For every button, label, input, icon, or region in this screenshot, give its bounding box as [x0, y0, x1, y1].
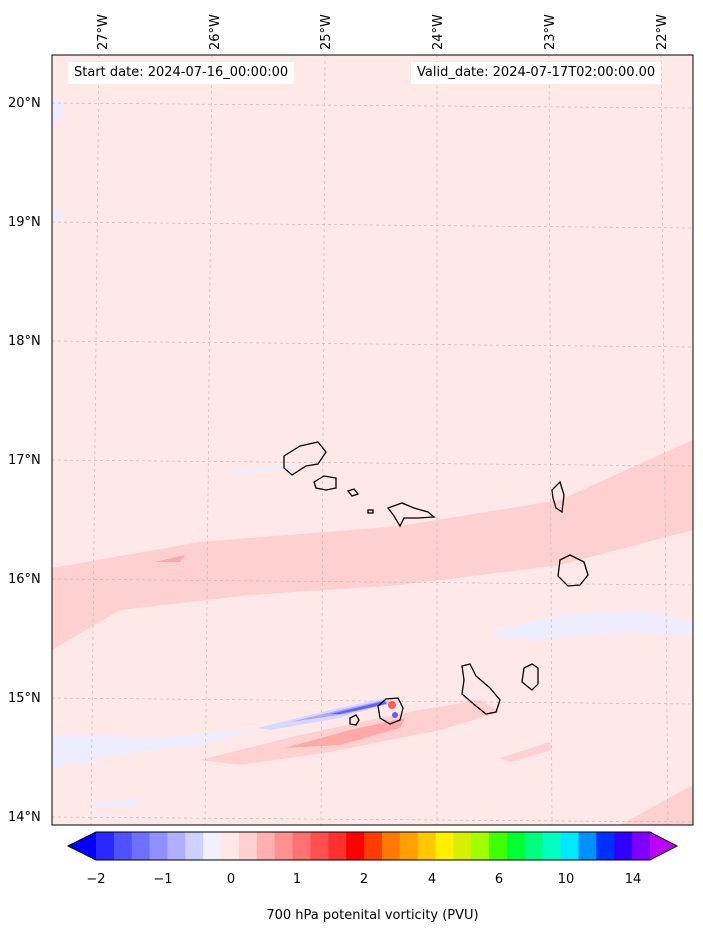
colorbar-segment	[131, 832, 151, 860]
start-date-label: Start date: 2024-07-16_00:00:00	[68, 62, 295, 84]
colorbar-segment	[596, 832, 615, 860]
colorbar-segment	[507, 832, 526, 860]
colorbar-title: 700 hPa potenital vorticity (PVU)	[266, 908, 479, 923]
pv-blue-west	[52, 728, 260, 768]
lat-label-17n: 17°N	[8, 453, 41, 468]
pv-wedge-se	[620, 785, 693, 825]
colorbar-segment	[221, 832, 240, 860]
island-boa-vista	[557, 554, 589, 587]
pv-blue-core	[392, 712, 398, 718]
colorbar-segment	[203, 832, 222, 860]
lon-label-26w: 26°W	[208, 14, 223, 50]
gridlines	[51, 54, 694, 826]
island-maio	[521, 663, 539, 691]
lat-label-14n: 14°N	[8, 810, 41, 825]
island-santo-antao	[283, 441, 327, 476]
pv-filament-core	[330, 701, 386, 714]
pv-streak	[155, 555, 185, 562]
colorbar-segment	[489, 832, 508, 860]
colorbar-segment	[632, 832, 651, 860]
colorbar-segment	[524, 832, 544, 860]
pv-blue-edge2	[52, 100, 62, 122]
colorbar-segment	[167, 832, 186, 860]
colorbar-tick: 2	[359, 872, 369, 887]
colorbar-segment	[453, 832, 472, 860]
island-santa-luzia	[346, 488, 360, 497]
colorbar-segment	[328, 832, 347, 860]
valid-date-label: Valid_date: 2024-07-17T02:00:00.00	[411, 62, 662, 84]
pv-blue-south	[90, 800, 140, 806]
colorbar-segment	[113, 832, 133, 860]
pv-band-upper	[52, 440, 693, 650]
colorbar-segment	[542, 832, 562, 860]
island-brava	[349, 714, 360, 726]
lat-label-16n: 16°N	[8, 572, 41, 587]
coastlines	[283, 441, 589, 726]
pv-blue-east	[490, 610, 693, 640]
colorbar-segment	[399, 832, 419, 860]
island-santiago	[461, 663, 501, 715]
lat-label-18n: 18°N	[8, 334, 41, 349]
colorbar-extend-min	[68, 832, 96, 860]
colorbar-tick: 1	[292, 872, 302, 887]
colorbar	[66, 831, 679, 861]
colorbar-extend-max	[650, 832, 677, 860]
island-sao-vicente	[313, 475, 337, 491]
colorbar-tick: −1	[153, 872, 173, 887]
colorbar-segment	[149, 832, 168, 860]
colorbar-segment	[238, 832, 258, 860]
lon-label-25w: 25°W	[319, 14, 334, 50]
colorbar-segment	[471, 832, 490, 860]
colorbar-tick: 0	[226, 872, 236, 887]
pv-blue-north	[220, 465, 300, 474]
colorbar-tick: 10	[557, 872, 575, 887]
colorbar-segment	[435, 832, 454, 860]
lon-label-22w: 22°W	[655, 14, 670, 50]
colorbar-tick: 4	[427, 872, 437, 887]
colorbar-segment	[274, 832, 294, 860]
pv-filament-mid	[290, 700, 388, 722]
colorbar-segment	[346, 832, 365, 860]
lon-label-23w: 23°W	[543, 14, 558, 50]
colorbar-segment	[614, 832, 633, 860]
island-sal	[551, 480, 565, 514]
lat-label-15n: 15°N	[8, 691, 41, 706]
lat-label-20n: 20°N	[8, 96, 41, 111]
colorbar-segment	[364, 832, 383, 860]
colorbar-segment	[256, 832, 276, 860]
pv-patch-s	[500, 742, 552, 762]
lon-label-27w: 27°W	[96, 14, 111, 50]
colorbar-outline	[66, 831, 679, 861]
colorbar-segment	[578, 832, 597, 860]
colorbar-tick: 6	[494, 872, 504, 887]
colorbar-segment	[310, 832, 329, 860]
pv-band-lower-core	[285, 718, 405, 748]
colorbar-segment	[185, 832, 204, 860]
colorbar-tick: 14	[624, 872, 642, 887]
colorbar-segment	[417, 832, 437, 860]
map-frame	[51, 54, 694, 826]
colorbar-segment	[560, 832, 580, 860]
colorbar-segment	[96, 832, 115, 860]
lon-label-24w: 24°W	[431, 14, 446, 50]
map-background	[52, 55, 693, 825]
colorbar-segment	[381, 832, 401, 860]
colorbar-tick: −2	[86, 872, 106, 887]
pv-red-core	[388, 701, 396, 709]
pv-blue-edge	[52, 210, 62, 222]
lat-label-19n: 19°N	[8, 215, 41, 230]
colorbar-segment	[292, 832, 311, 860]
island-raso	[367, 509, 374, 514]
island-sao-nicolau	[386, 502, 436, 528]
island-fogo	[377, 697, 404, 725]
